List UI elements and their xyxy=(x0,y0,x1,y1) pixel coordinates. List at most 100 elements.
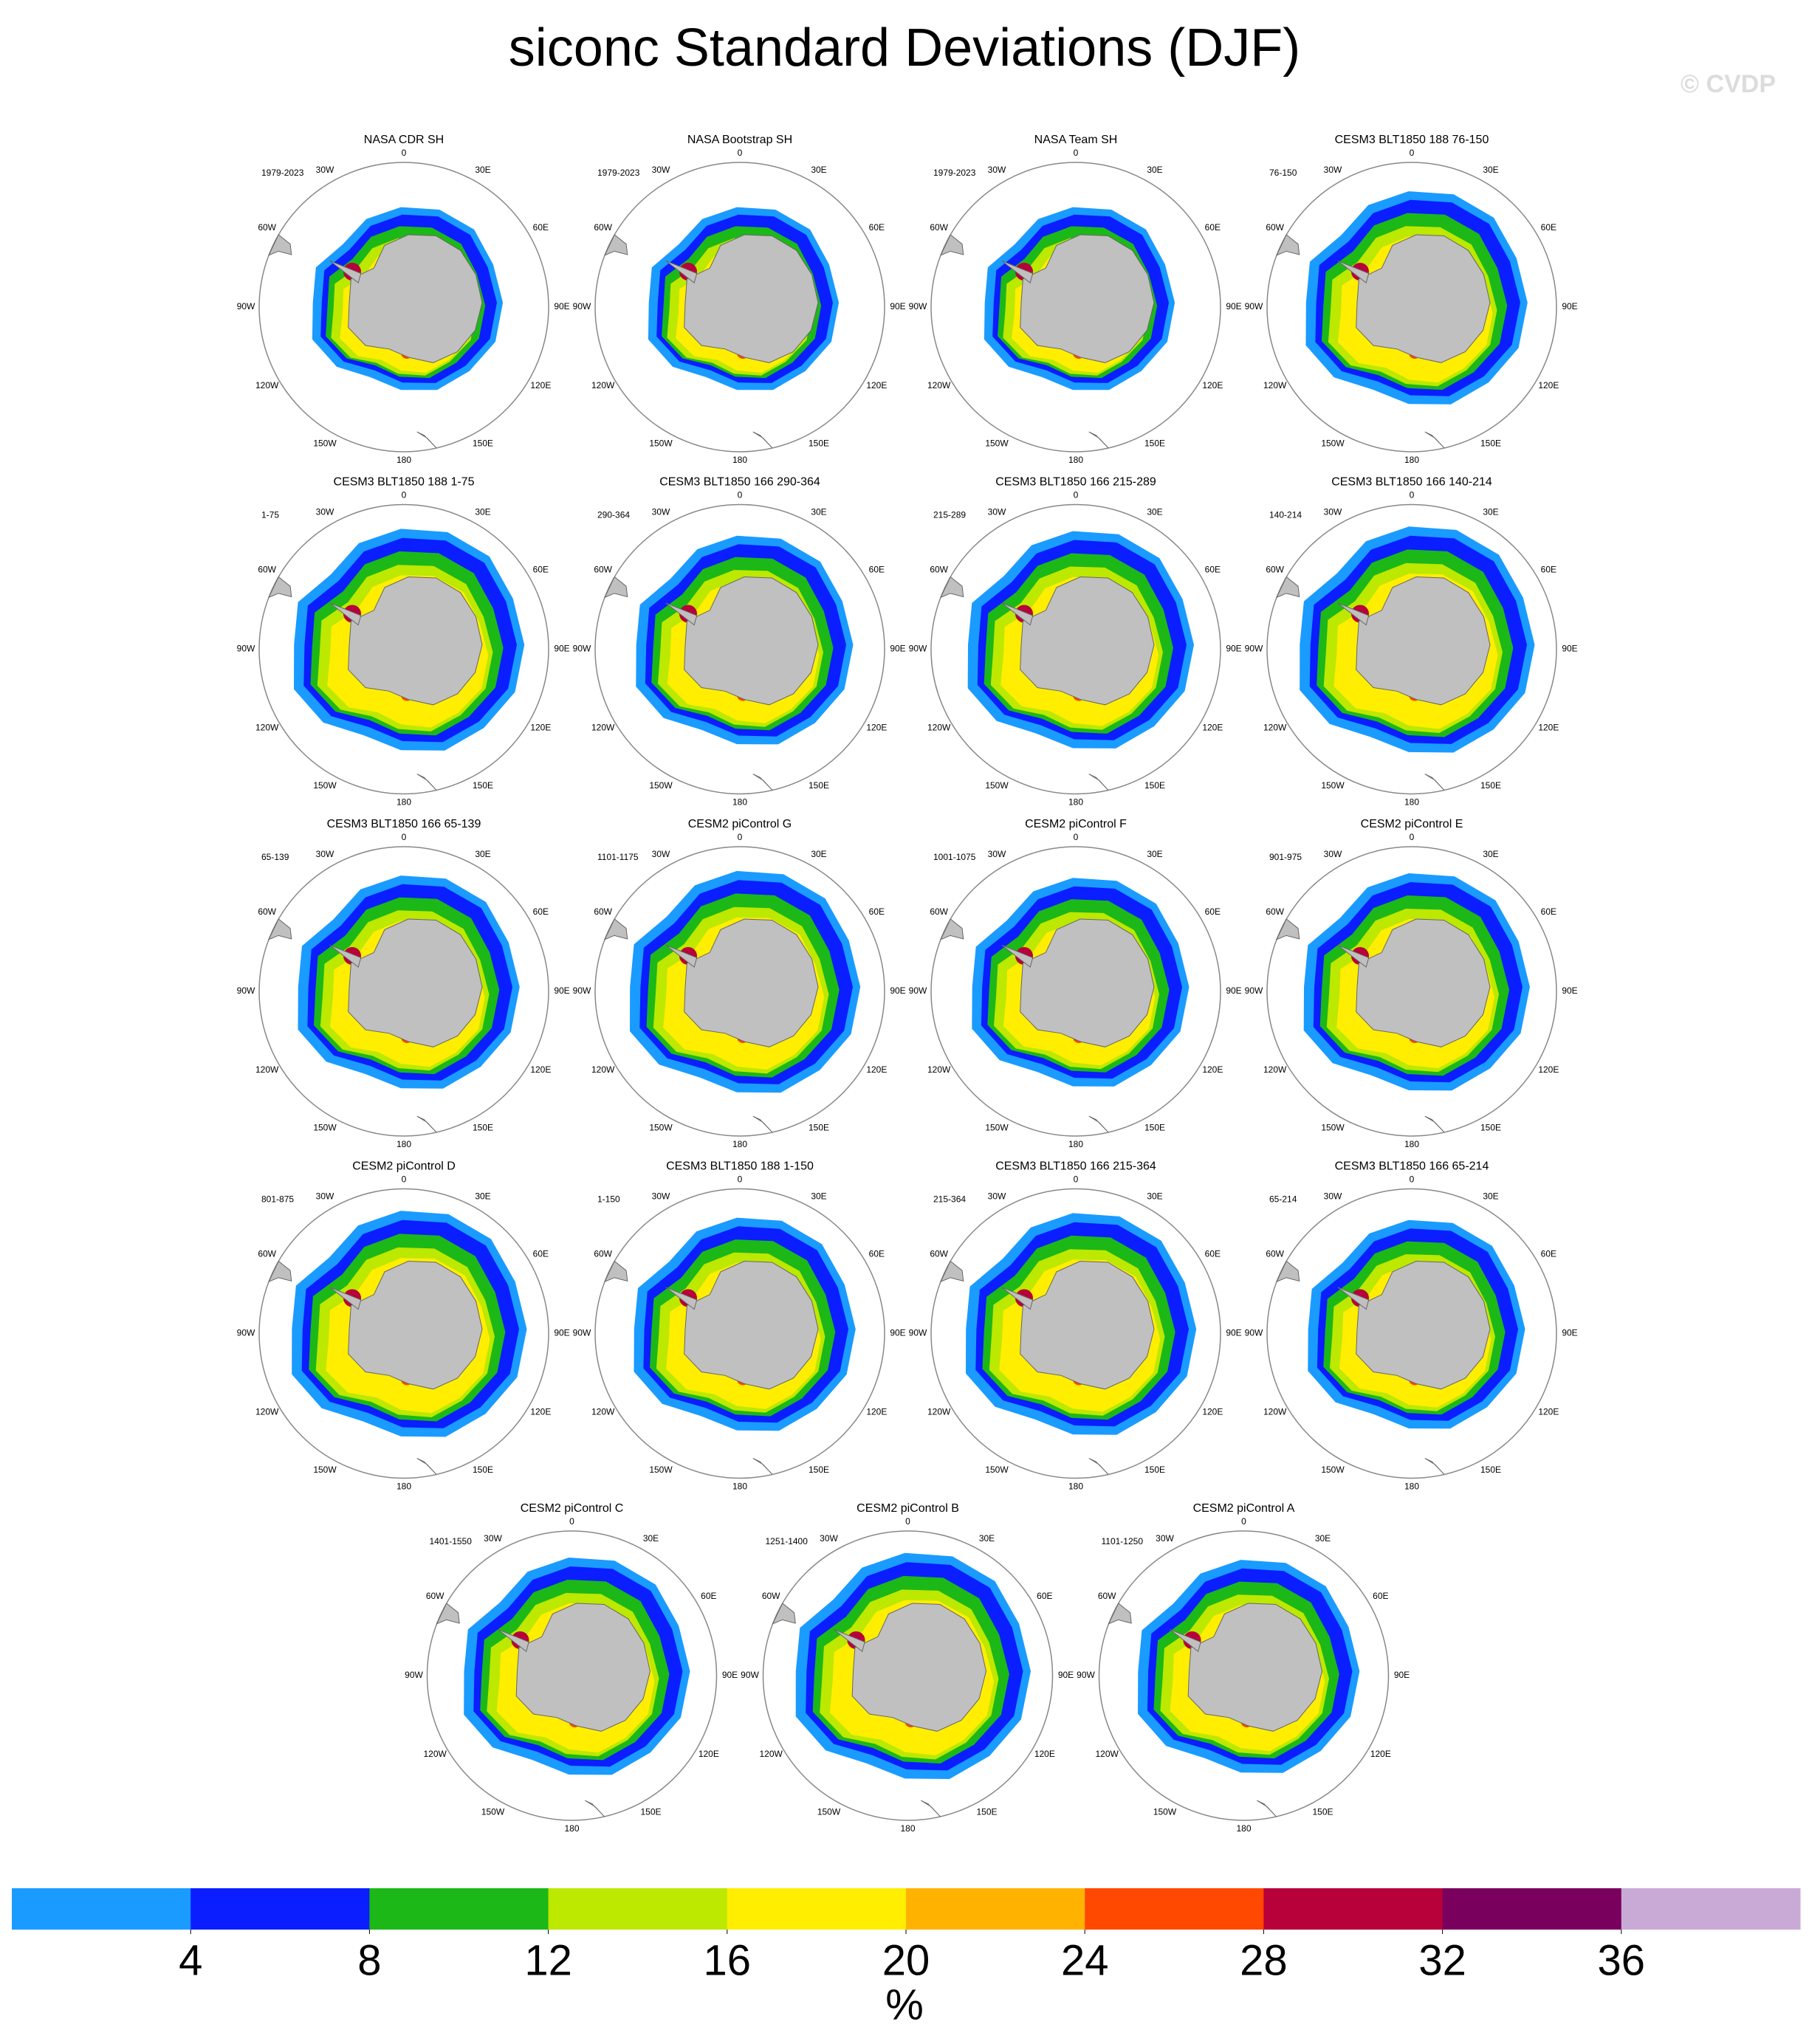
panel-period: 290-364 xyxy=(597,510,630,520)
longitude-label: 60W xyxy=(258,906,276,917)
longitude-label: 90E xyxy=(554,1328,569,1338)
colorbar-tick-label: 4 xyxy=(179,1936,202,1984)
longitude-label: 30E xyxy=(1483,1191,1498,1201)
panel-period: 1101-1250 xyxy=(1102,1536,1144,1546)
longitude-label: 90W xyxy=(1245,301,1263,312)
longitude-label: 60W xyxy=(930,222,948,233)
colorbar-box xyxy=(1442,1888,1622,1930)
longitude-label: 90E xyxy=(1394,1670,1410,1680)
panel-title: CESM2 piControl G xyxy=(688,818,792,830)
longitude-label: 60E xyxy=(533,1249,549,1259)
longitude-label: 90W xyxy=(1077,1670,1095,1680)
longitude-label: 0 xyxy=(402,490,407,500)
panel-title: CESM3 BLT1850 166 65-214 xyxy=(1335,1160,1489,1173)
longitude-label: 150W xyxy=(481,1807,505,1817)
panel-title: CESM3 BLT1850 166 215-364 xyxy=(995,1160,1156,1173)
new-zealand xyxy=(1088,1115,1109,1133)
new-zealand xyxy=(752,774,773,791)
new-zealand xyxy=(1424,774,1445,791)
panel-period: 76-150 xyxy=(1269,168,1297,178)
longitude-label: 0 xyxy=(402,1174,407,1185)
longitude-label: 180 xyxy=(564,1823,579,1834)
antarctic-peninsula xyxy=(329,1287,362,1310)
south-america xyxy=(268,1260,292,1283)
longitude-label: 90E xyxy=(722,1670,738,1680)
antarctic-peninsula xyxy=(665,261,698,283)
south-america xyxy=(604,1260,628,1283)
panel-title: CESM3 BLT1850 188 1-75 xyxy=(334,476,475,489)
antarctic-peninsula xyxy=(329,602,362,626)
longitude-label: 0 xyxy=(1410,148,1415,158)
antarctic-peninsula xyxy=(1337,261,1370,283)
longitude-label: 120W xyxy=(591,380,615,390)
longitude-label: 180 xyxy=(1068,455,1083,465)
south-america xyxy=(772,1603,796,1625)
longitude-label: 120W xyxy=(1263,1407,1287,1417)
longitude-label: 90E xyxy=(890,1328,905,1338)
colorbar-tick-label: 32 xyxy=(1418,1936,1466,1984)
south-america xyxy=(604,234,628,256)
longitude-label: 60W xyxy=(930,1249,948,1259)
longitude-label: 0 xyxy=(1241,1516,1246,1527)
longitude-label: 60E xyxy=(701,1591,716,1601)
longitude-label: 90W xyxy=(405,1670,423,1680)
south-america xyxy=(940,234,964,256)
map-panel: CESM2 piControl C 1401-1550 0 30E 60E 90E 120E… xyxy=(405,1502,738,1834)
longitude-label: 30E xyxy=(811,849,826,859)
longitude-label: 120E xyxy=(866,1407,887,1417)
panel-title: CESM2 piControl A xyxy=(1193,1502,1295,1515)
longitude-label: 30W xyxy=(988,506,1006,517)
longitude-label: 150E xyxy=(1312,1807,1333,1817)
map-panel: NASA CDR SH 1979-2023 0 30E 60E 90E 120E 150E 18… xyxy=(237,134,570,465)
longitude-label: 30W xyxy=(988,849,1006,859)
map-panel: CESM3 BLT1850 166 65-139 65-139 0 30E 60E 90E… xyxy=(237,818,570,1149)
longitude-label: 30W xyxy=(652,165,670,175)
longitude-label: 30E xyxy=(1483,849,1498,859)
colorbar-tick-label: 20 xyxy=(882,1936,930,1984)
longitude-label: 120W xyxy=(927,1407,951,1417)
longitude-label: 150E xyxy=(1480,1123,1501,1133)
antarctic-peninsula xyxy=(1001,602,1034,626)
longitude-label: 30E xyxy=(1315,1533,1331,1544)
map-panel: CESM3 BLT1850 188 1-150 1-150 0 30E 60E 90E 12… xyxy=(573,1160,906,1492)
new-zealand xyxy=(1257,1800,1277,1817)
longitude-label: 180 xyxy=(1404,797,1419,808)
longitude-label: 90E xyxy=(554,301,569,312)
map-panel: CESM3 BLT1850 188 1-75 1-75 0 30E 60E 90E 120E… xyxy=(237,476,570,808)
new-zealand xyxy=(416,1115,437,1133)
longitude-label: 30E xyxy=(475,506,490,517)
longitude-label: 120E xyxy=(1538,1407,1559,1417)
longitude-label: 120E xyxy=(866,1064,887,1075)
longitude-label: 150E xyxy=(809,438,829,449)
new-zealand xyxy=(1088,431,1109,449)
longitude-label: 0 xyxy=(738,148,743,158)
longitude-label: 90E xyxy=(890,301,905,312)
longitude-label: 120W xyxy=(759,1749,783,1759)
longitude-label: 30E xyxy=(1147,506,1162,517)
longitude-label: 30E xyxy=(811,165,826,175)
longitude-label: 30E xyxy=(811,506,826,517)
map-panel: NASA Team SH 1979-2023 0 30E 60E 90E 120E 150E 1… xyxy=(909,134,1242,465)
longitude-label: 120W xyxy=(255,1064,279,1075)
antarctic-peninsula xyxy=(1001,945,1034,968)
longitude-label: 90W xyxy=(237,644,255,654)
map-panel: CESM2 piControl E 901-975 0 30E 60E 90E 120E 15… xyxy=(1245,818,1578,1149)
longitude-label: 30W xyxy=(652,506,670,517)
longitude-label: 150W xyxy=(649,438,673,449)
longitude-label: 120E xyxy=(1034,1749,1055,1759)
longitude-label: 30E xyxy=(475,165,490,175)
longitude-label: 180 xyxy=(1236,1823,1251,1834)
panel-title: CESM2 piControl E xyxy=(1361,818,1463,830)
panel-period: 1401-1550 xyxy=(430,1536,473,1546)
longitude-label: 150E xyxy=(809,780,829,791)
antarctic-peninsula xyxy=(1001,1287,1034,1310)
map-panel: CESM3 BLT1850 166 140-214 140-214 0 30E 60E 9… xyxy=(1245,476,1578,808)
longitude-label: 30W xyxy=(652,849,670,859)
longitude-label: 180 xyxy=(1068,1482,1083,1492)
south-america xyxy=(940,1260,964,1283)
new-zealand xyxy=(921,1800,941,1817)
longitude-label: 180 xyxy=(397,797,411,808)
longitude-label: 120W xyxy=(1263,380,1287,390)
antarctic-peninsula xyxy=(329,261,362,283)
longitude-label: 0 xyxy=(738,1174,743,1185)
